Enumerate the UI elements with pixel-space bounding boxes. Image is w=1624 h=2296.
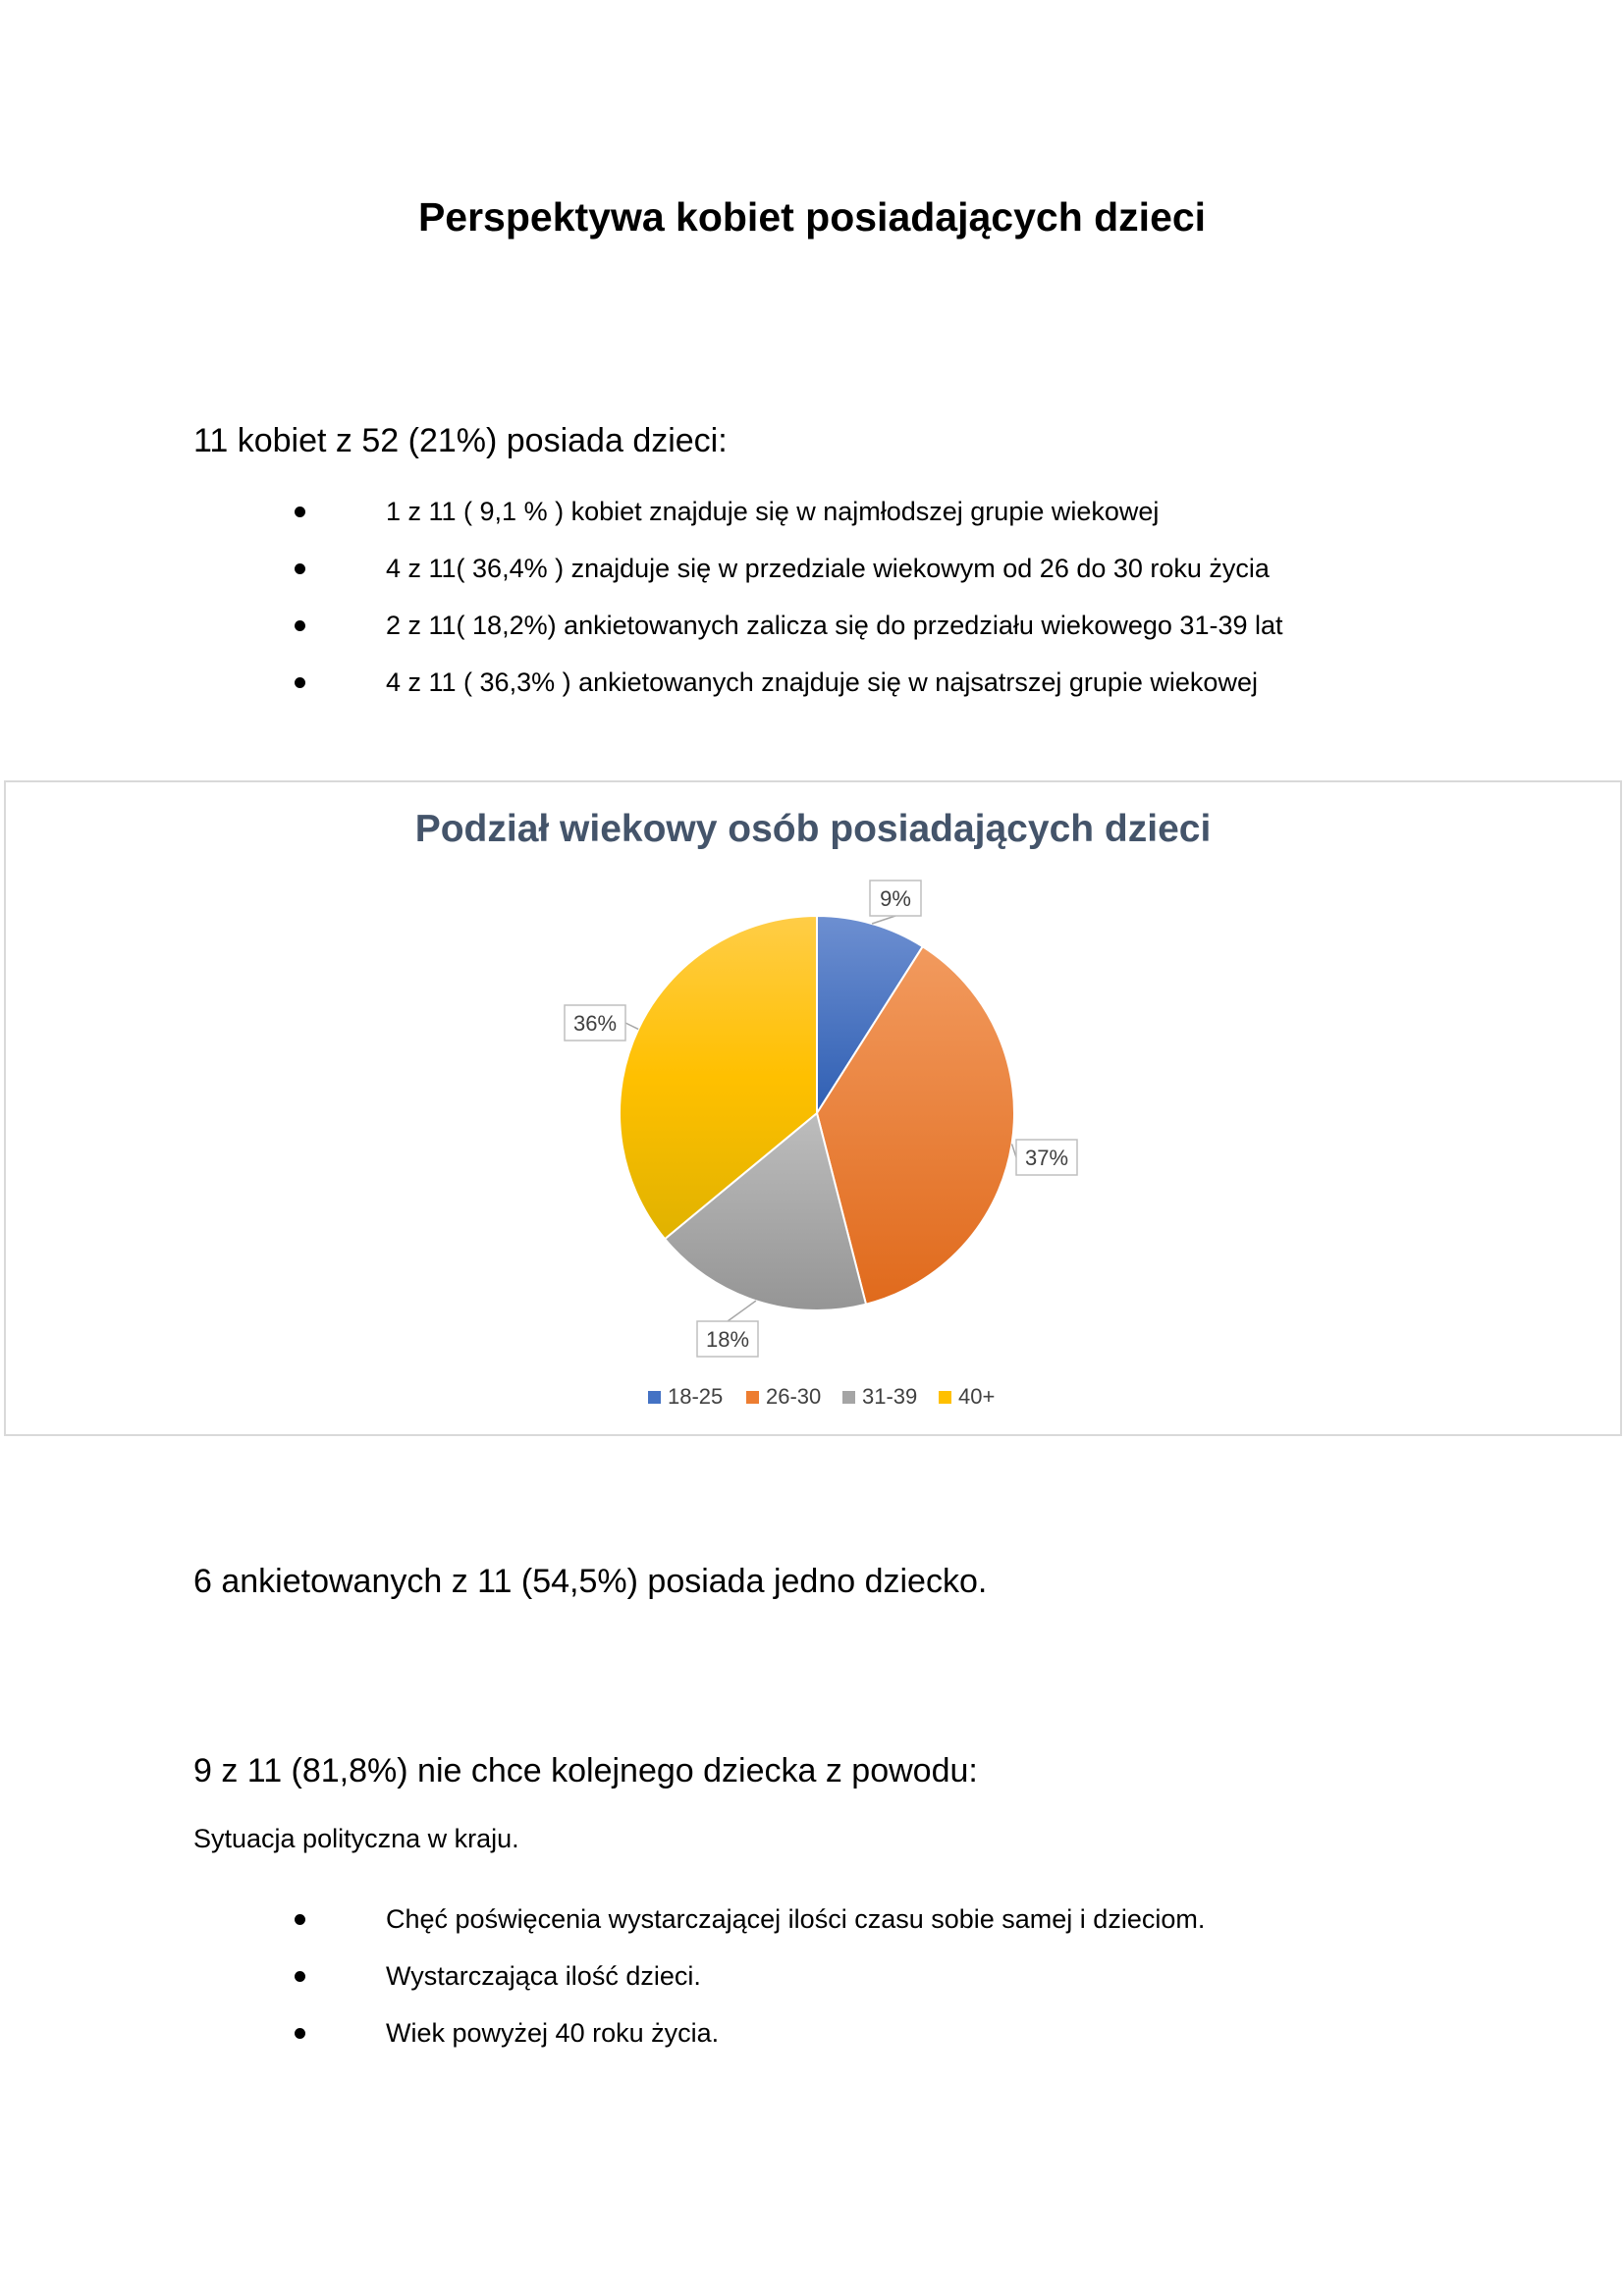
data-label: 36% — [573, 1011, 617, 1036]
legend-swatch — [648, 1391, 661, 1404]
data-label-box — [1015, 1139, 1078, 1176]
data-label: 18% — [706, 1327, 749, 1352]
section-heading-children: 11 kobiet z 52 (21%) posiada dzieci: — [193, 422, 728, 459]
pie-chart-svg: Podział wiekowy osób posiadających dziec… — [415, 808, 1212, 1409]
section-heading-no-more-children: 9 z 11 (81,8%) nie chce kolejnego dzieck… — [193, 1752, 978, 1789]
data-label: 37% — [1025, 1146, 1068, 1170]
bullet-icon — [295, 620, 305, 631]
reason-text: Sytuacja polityczna w kraju. — [193, 1824, 519, 1853]
legend-label: 26-30 — [766, 1384, 821, 1409]
legend-label: 18-25 — [668, 1384, 723, 1409]
pie-slice-26-30 — [815, 944, 1015, 1306]
legend-label: 40+ — [958, 1384, 995, 1409]
legend-swatch — [939, 1391, 951, 1404]
label-leader-line — [871, 915, 896, 925]
legend-label: 31-39 — [862, 1384, 917, 1409]
bullet-icon — [295, 677, 305, 688]
bullet-icon — [295, 2028, 305, 2039]
legend-swatch — [746, 1391, 759, 1404]
bullet-icon — [295, 1971, 305, 1982]
data-label-box — [696, 1320, 759, 1358]
label-leader-line — [727, 1300, 757, 1322]
pie-slice-18-25 — [816, 914, 925, 1117]
pie-chart: Podział wiekowy osób posiadających dziec… — [4, 780, 1622, 1436]
bullet-icon — [295, 1914, 305, 1925]
data-label-box — [564, 1004, 626, 1041]
bullet-icon — [295, 507, 305, 517]
page-title: Perspektywa kobiet posiadających dzieci — [417, 194, 1207, 240]
legend-swatch — [842, 1391, 855, 1404]
chart-title: Podział wiekowy osób posiadających dziec… — [415, 808, 1212, 850]
label-leader-line — [624, 1022, 639, 1031]
bullet-icon — [295, 563, 305, 574]
data-label-box — [869, 880, 922, 917]
pie-slice-31-39 — [663, 1111, 868, 1311]
data-label: 9% — [880, 886, 911, 911]
pie-slice-40+ — [619, 914, 818, 1241]
section-heading-one-child: 6 ankietowanych z 11 (54,5%) posiada jed… — [193, 1563, 988, 1600]
